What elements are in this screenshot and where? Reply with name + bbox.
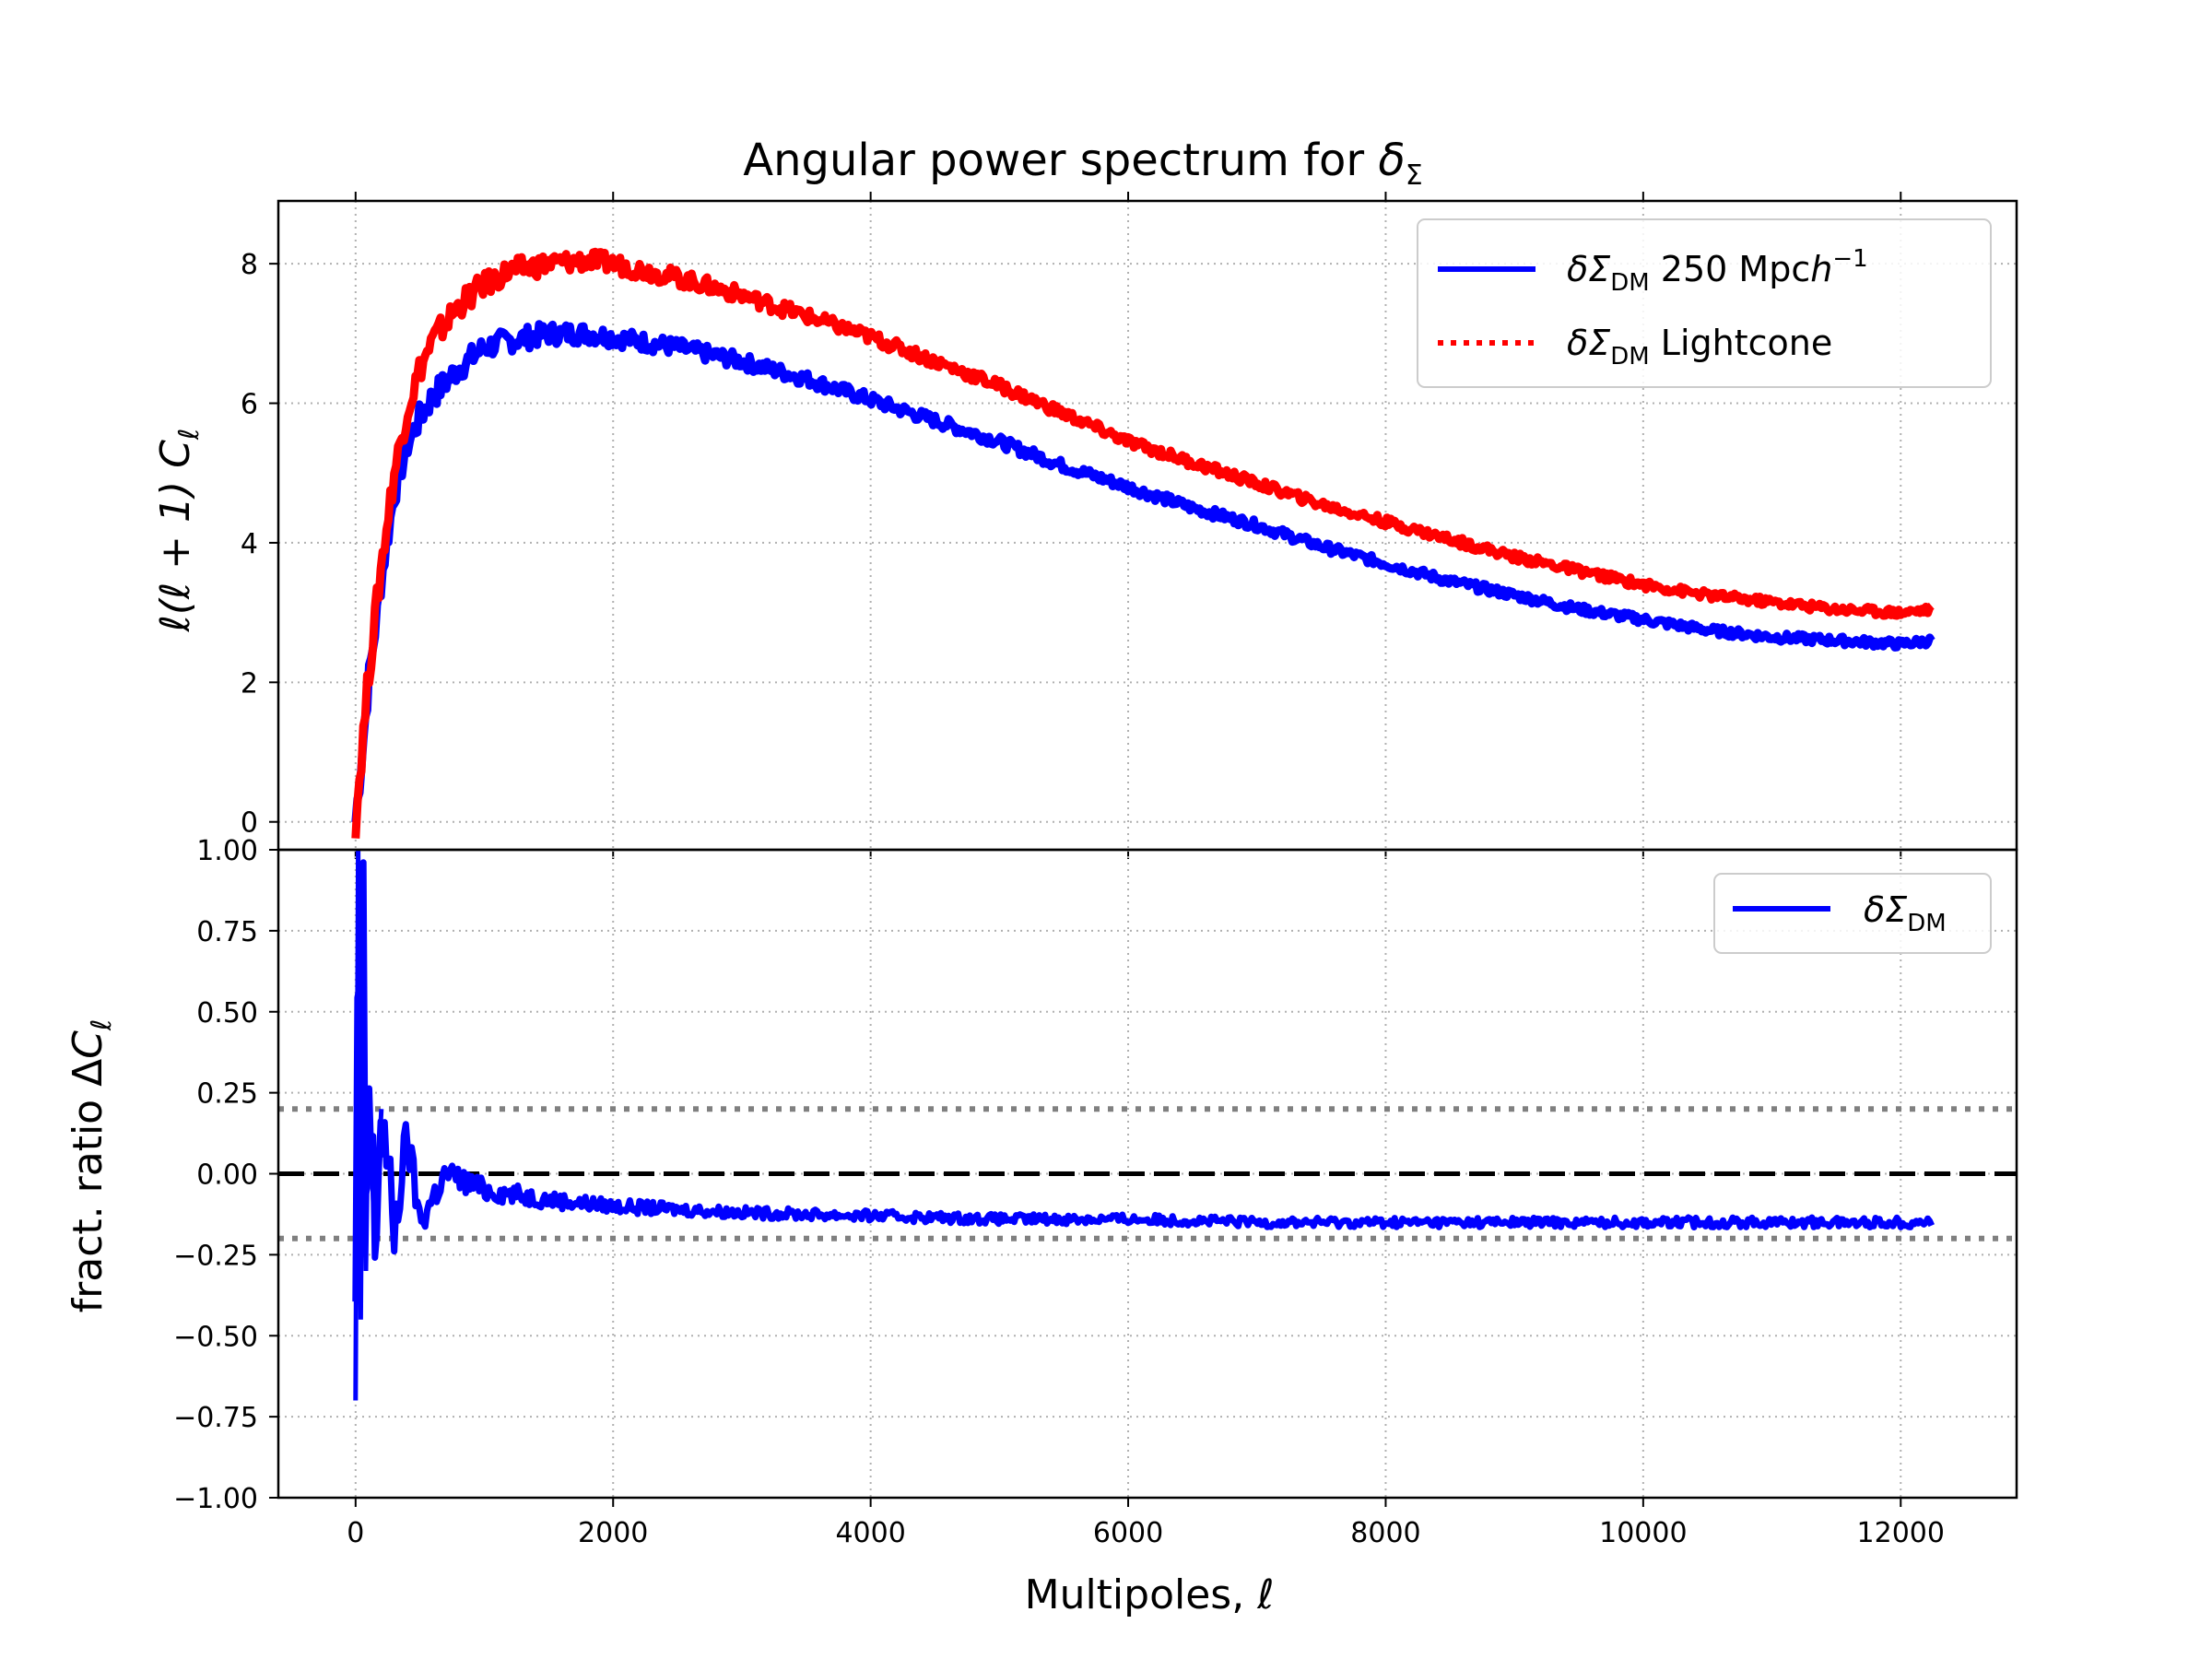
x-tick-label: 2000 bbox=[578, 1517, 648, 1549]
top-y-axis-label: ℓ(ℓ + 1) Cℓ bbox=[152, 429, 206, 633]
y-tick-label: 0.75 bbox=[196, 916, 258, 948]
top-series bbox=[351, 247, 1936, 839]
legend-text-ratio: δΣDM bbox=[1864, 889, 1947, 937]
bottom-y-axis-label: fract. ratio ΔCℓ bbox=[65, 1019, 118, 1313]
y-tick-label: −0.25 bbox=[173, 1240, 258, 1272]
x-tick-label: 4000 bbox=[835, 1517, 905, 1549]
x-tick-label: 12000 bbox=[1857, 1517, 1945, 1549]
y-tick-label: 1.00 bbox=[196, 835, 258, 867]
y-tick-label: −0.50 bbox=[173, 1321, 258, 1353]
y-tick-label: 0.00 bbox=[196, 1159, 258, 1192]
bottom-reference-lines bbox=[278, 1106, 2017, 1241]
y-tick-label: 0.50 bbox=[196, 997, 258, 1030]
bottom-series bbox=[352, 849, 1935, 1401]
y-tick-label: 4 bbox=[241, 528, 258, 560]
y-tick-label: 2 bbox=[241, 667, 258, 700]
x-axis-label: Multipoles, ℓ bbox=[1025, 1571, 1275, 1618]
bottom-ticks: 0 2000 4000 6000 8000 10000 12000 −1.00 −0.75 −0.… bbox=[173, 835, 1945, 1549]
legend-text-red: δΣDM Lightcone bbox=[1567, 323, 1832, 371]
top-legend: δΣDM 250 Mpch−1 δΣDM Lightcone bbox=[1417, 218, 1992, 388]
y-tick-label: 8 bbox=[241, 249, 258, 281]
x-tick-label: 8000 bbox=[1350, 1517, 1420, 1549]
chart-title: Angular power spectrum for δΣ bbox=[743, 135, 1423, 192]
legend-text-blue: δΣDM 250 Mpch−1 bbox=[1567, 245, 1868, 297]
series-spike bbox=[353, 849, 384, 1401]
x-tick-label: 6000 bbox=[1093, 1517, 1163, 1549]
y-tick-label: −1.00 bbox=[173, 1483, 258, 1515]
series-line-0 bbox=[351, 320, 1936, 823]
series-line-0 bbox=[352, 859, 1935, 1302]
y-tick-label: 0 bbox=[241, 807, 258, 840]
y-tick-label: −0.75 bbox=[173, 1402, 258, 1434]
y-tick-label: 6 bbox=[241, 389, 258, 421]
bottom-legend: δΣDM bbox=[1713, 873, 1992, 954]
x-tick-label: 0 bbox=[347, 1517, 364, 1549]
x-tick-label: 10000 bbox=[1599, 1517, 1687, 1549]
series-line-1 bbox=[351, 247, 1935, 839]
y-tick-label: 0.25 bbox=[196, 1078, 258, 1111]
